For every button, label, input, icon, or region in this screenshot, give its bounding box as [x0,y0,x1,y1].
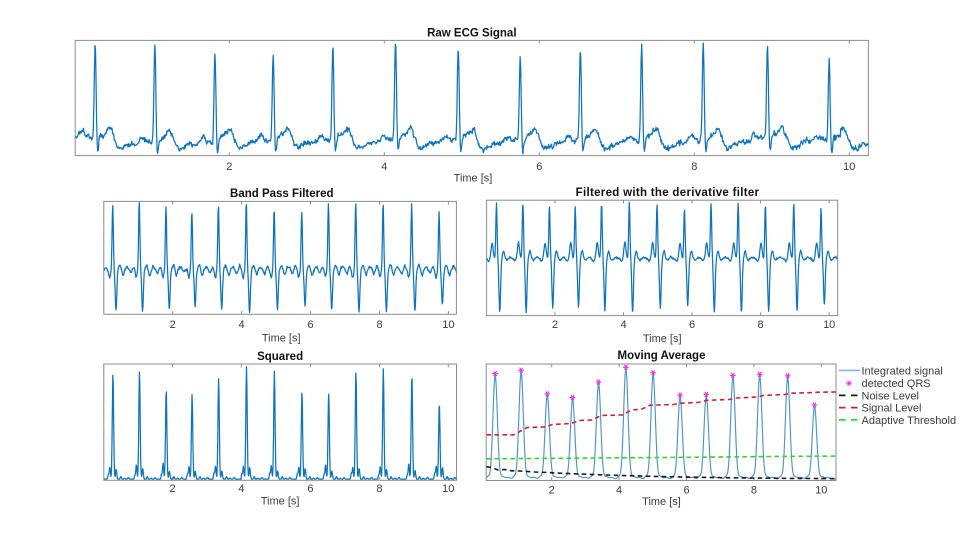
svg-text:4: 4 [620,319,626,331]
svg-text:8: 8 [376,319,382,331]
svg-text:Signal Level: Signal Level [862,402,922,414]
svg-text:8: 8 [376,483,382,495]
svg-text:Time [s]: Time [s] [454,173,493,185]
svg-text:4: 4 [239,319,245,331]
svg-text:Time [s]: Time [s] [261,496,300,508]
svg-text:Moving Average: Moving Average [618,350,706,362]
svg-text:4: 4 [381,161,387,173]
svg-text:Time [s]: Time [s] [643,333,682,345]
svg-text:Filtered with the derivative f: Filtered with the derivative filter [576,187,760,199]
svg-text:8: 8 [691,161,697,173]
svg-text:Time [s]: Time [s] [262,332,301,344]
svg-text:6: 6 [307,483,313,495]
svg-text:2: 2 [169,483,175,495]
svg-text:detected QRS: detected QRS [862,378,931,390]
svg-text:6: 6 [683,485,689,497]
svg-text:10: 10 [823,319,835,331]
svg-text:2: 2 [170,319,176,331]
svg-text:Band Pass Filtered: Band Pass Filtered [230,188,334,200]
svg-text:Squared: Squared [257,351,303,363]
svg-text:2: 2 [549,485,555,497]
svg-text:10: 10 [442,483,454,495]
svg-text:Time [s]: Time [s] [642,496,681,508]
svg-text:6: 6 [689,319,695,331]
svg-text:2: 2 [226,161,232,173]
svg-text:6: 6 [536,161,542,173]
svg-text:8: 8 [758,319,764,331]
svg-text:10: 10 [815,485,827,497]
svg-text:8: 8 [751,485,757,497]
svg-text:Adaptive Threshold: Adaptive Threshold [862,415,957,427]
svg-text:Integrated signal: Integrated signal [862,365,943,377]
svg-text:4: 4 [616,485,622,497]
svg-text:Noise Level: Noise Level [862,390,919,402]
svg-text:4: 4 [238,483,244,495]
svg-text:10: 10 [843,161,855,173]
svg-text:6: 6 [307,319,313,331]
svg-text:2: 2 [552,319,558,331]
svg-text:Raw ECG Signal: Raw ECG Signal [427,28,516,40]
svg-text:10: 10 [442,319,454,331]
